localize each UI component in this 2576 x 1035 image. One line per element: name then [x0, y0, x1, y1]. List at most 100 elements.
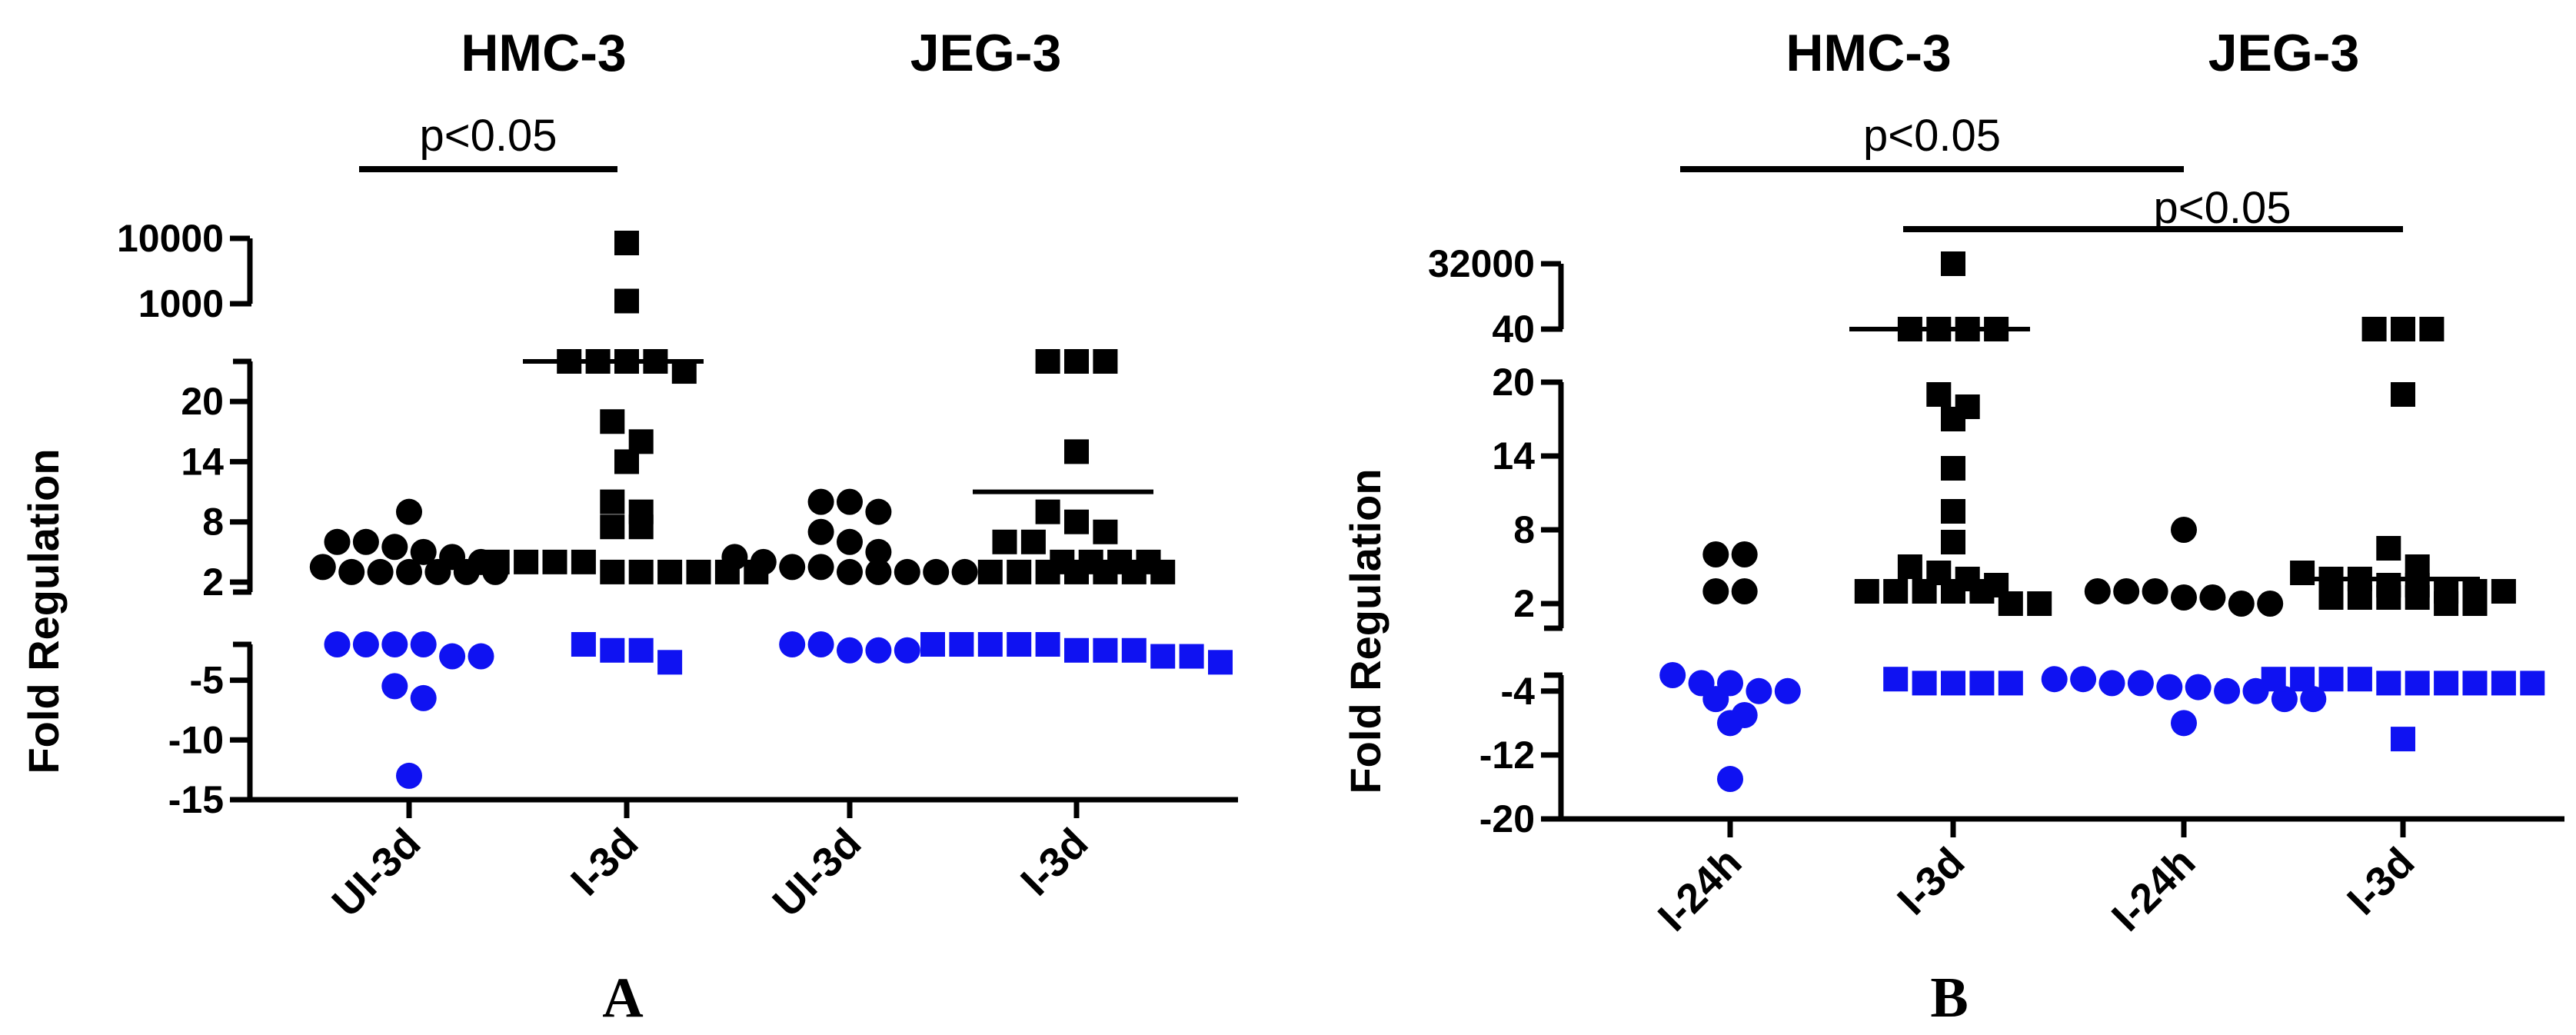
data-point-black [628, 514, 654, 540]
data-point-black [542, 549, 567, 574]
data-point-blue [1702, 686, 1729, 713]
data-point-blue [865, 637, 892, 664]
data-point-blue [2214, 677, 2241, 704]
data-point-blue [2261, 667, 2286, 692]
data-point-black [923, 558, 950, 585]
data-point-blue [2405, 671, 2430, 696]
data-point-black [600, 489, 625, 514]
data-point-blue [807, 631, 834, 657]
data-point-blue [381, 673, 408, 700]
data-point-black [1912, 579, 1937, 604]
data-point-black [1941, 579, 1965, 604]
data-point-blue [920, 632, 945, 657]
data-point-black [424, 558, 451, 585]
data-point-blue [2171, 710, 2197, 737]
x-tick-label: I-3d [1012, 820, 1097, 904]
data-point-blue [837, 637, 863, 664]
data-point-black [2462, 591, 2488, 616]
data-point-black [2391, 382, 2415, 407]
data-point-black [837, 488, 863, 515]
data-point-blue [657, 650, 683, 675]
data-point-black [410, 538, 437, 565]
data-point-black [686, 559, 711, 584]
data-point-black [1941, 407, 1965, 431]
y-tick-label: -20 [1479, 797, 1535, 840]
panel-label: A [602, 967, 643, 1030]
data-point-black [1969, 579, 1995, 604]
y-axis: -20 -12 -4 2 8 14 20 40 32000 [1428, 242, 1564, 840]
data-point-black [2027, 591, 2052, 616]
data-point-black [324, 528, 351, 555]
data-point-black [628, 559, 654, 584]
data-point-black [2257, 591, 2284, 617]
x-tick-label: UI-3d [764, 820, 870, 926]
data-point-blue [468, 643, 494, 670]
data-point-blue [2156, 674, 2183, 701]
data-point-black [614, 449, 639, 474]
data-point-black [2376, 536, 2401, 561]
data-point-black [2199, 584, 2226, 611]
data-point-black [2391, 317, 2415, 341]
significance-label: p<0.05 [2153, 183, 2291, 233]
data-point-black [514, 549, 539, 574]
data-point-black [657, 559, 683, 584]
data-point-black [396, 558, 422, 585]
y-tick-label: 10000 [117, 217, 224, 260]
data-point-black [865, 538, 892, 565]
data-point-black [352, 528, 379, 555]
data-point-black [2228, 591, 2255, 617]
data-point-blue [2434, 671, 2459, 696]
y-tick-label: 20 [181, 380, 224, 423]
data-point-blue [571, 632, 596, 657]
data-point-black [837, 528, 863, 555]
data-point-black [309, 554, 336, 581]
data-point-blue [2070, 666, 2097, 693]
data-point-blue [1717, 710, 1743, 737]
data-point-black [484, 549, 510, 574]
data-point-black [807, 488, 834, 515]
data-point-blue [2376, 671, 2401, 696]
data-point-blue [949, 632, 974, 657]
x-tick-label: I-24h [1649, 839, 1751, 940]
data-point-blue [1150, 644, 1176, 669]
group-title: HMC-3 [461, 24, 626, 82]
data-point-blue [1969, 671, 1995, 696]
data-point-black [1064, 559, 1089, 584]
data-point-black [2405, 585, 2430, 610]
data-point-black [2290, 561, 2315, 585]
y-tick-label: 2 [202, 561, 224, 604]
x-tick-label: I-24h [2103, 839, 2205, 940]
data-point-black [894, 558, 920, 585]
data-point-blue [324, 631, 351, 657]
y-tick-label: 14 [181, 440, 224, 483]
data-point-black [2142, 578, 2168, 604]
data-point-blue [1941, 671, 1965, 696]
y-tick-label: -12 [1479, 734, 1535, 777]
data-point-black [837, 558, 863, 585]
data-point-blue [1883, 667, 1909, 692]
data-point-black [2171, 517, 2197, 543]
data-point-black [1093, 559, 1118, 584]
data-point-blue [2185, 674, 2212, 701]
data-point-blue [410, 631, 437, 657]
y-tick-label: -4 [1501, 670, 1536, 713]
data-point-black [396, 498, 422, 525]
y-tick-label: 8 [202, 501, 224, 544]
data-point-black [951, 558, 978, 585]
data-point-black [1035, 349, 1060, 374]
data-point-black [1854, 579, 1879, 604]
data-point-black [2318, 585, 2344, 610]
data-point-black [1998, 591, 2023, 616]
data-point-black [779, 554, 806, 581]
data-point-blue [1746, 677, 1772, 704]
data-point-blue [1659, 662, 1686, 688]
data-point-black [1702, 541, 1729, 567]
x-tick-label: I-3d [1889, 839, 1973, 924]
data-point-blue [1717, 766, 1743, 793]
data-point-black [1731, 578, 1758, 604]
data-point-black [1926, 382, 1952, 407]
data-point-black [1093, 519, 1118, 544]
y-tick-label: 20 [1492, 361, 1535, 404]
y-tick-label: -10 [168, 718, 224, 761]
